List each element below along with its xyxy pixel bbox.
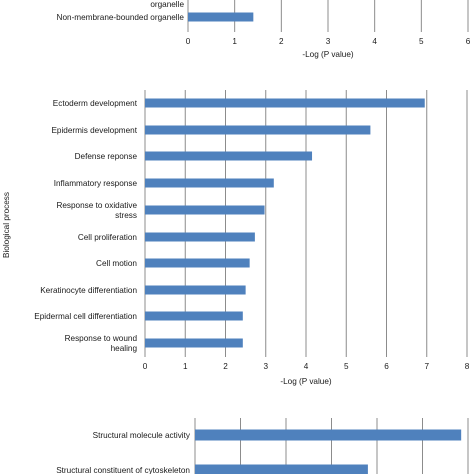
category-label: Inflammatory response (54, 179, 138, 188)
x-tick-label: 5 (344, 362, 349, 371)
category-label: Response to wound healing (65, 334, 138, 353)
category-label-line: Response to oxidative (56, 201, 137, 210)
category-label-line: Structural molecule activity (93, 431, 191, 440)
bar (145, 125, 371, 135)
panel-plot: Structural molecule activity Structural c… (56, 418, 469, 474)
x-tick-label: 0 (143, 362, 148, 371)
category-label-line: Cell motion (96, 259, 137, 268)
category-label-line: healing (111, 344, 138, 353)
bar (188, 12, 254, 22)
category-label: Epidermis development (51, 126, 137, 135)
x-tick-label: 4 (372, 37, 377, 46)
category-label-line: Epidermis development (51, 126, 137, 135)
category-label-line: Cell proliferation (78, 233, 138, 242)
category-label: Structural constituent of cytoskeleton (56, 466, 190, 474)
x-axis-label: -Log (P value) (280, 377, 332, 386)
bar (195, 464, 368, 474)
category-label: Defense reponse (75, 152, 138, 161)
category-label: Response to oxidative stress (56, 201, 137, 220)
chart-panel-1: organelle Non-membrane-bounded organelle 0… (57, 0, 471, 59)
category-label: Cell proliferation (78, 233, 138, 242)
x-tick-label: 2 (279, 37, 284, 46)
category-label-line: Defense reponse (75, 152, 138, 161)
category-label: Cell motion (96, 259, 137, 268)
bar (145, 338, 243, 348)
x-tick-label: 7 (424, 362, 429, 371)
x-axis-label: -Log (P value) (302, 50, 354, 59)
category-label-line: Epidermal cell differentiation (34, 312, 137, 321)
category-label-line: Keratinocyte differentiation (40, 286, 137, 295)
category-label-line: Inflammatory response (54, 179, 138, 188)
x-tick-label: 3 (263, 362, 268, 371)
category-label: Epidermal cell differentiation (34, 312, 137, 321)
category-label-line: Response to wound (65, 334, 138, 343)
x-tick-label: 3 (326, 37, 331, 46)
bar (145, 258, 250, 268)
bar (145, 205, 265, 215)
panel-plot: Ectoderm development Epidermis developmen… (2, 90, 470, 386)
bar (195, 429, 462, 441)
category-label-line: organelle (150, 0, 184, 9)
chart-panel-2: Ectoderm development Epidermis developmen… (2, 90, 470, 386)
category-label: Structural molecule activity (93, 431, 191, 440)
x-tick-label: 6 (384, 362, 389, 371)
bar (145, 178, 274, 188)
category-label-line: Non-membrane-bounded organelle (57, 13, 185, 22)
category-label: Keratinocyte differentiation (40, 286, 137, 295)
bar (145, 151, 313, 161)
x-tick-label: 1 (232, 37, 237, 46)
x-tick-label: 2 (223, 362, 228, 371)
category-label: Non-membrane-bounded organelle (57, 13, 185, 22)
bar (145, 285, 246, 295)
category-label-line: Structural constituent of cytoskeleton (56, 466, 190, 474)
x-tick-label: 1 (183, 362, 188, 371)
x-tick-label: 5 (419, 37, 424, 46)
bar (145, 232, 255, 242)
category-label-line: Ectoderm development (53, 99, 138, 108)
x-tick-label: 4 (304, 362, 309, 371)
category-label: Ectoderm development (53, 99, 138, 108)
bar (145, 98, 425, 108)
x-tick-label: 6 (466, 37, 471, 46)
panel-plot: organelle Non-membrane-bounded organelle 0… (57, 0, 471, 59)
x-tick-label: 0 (186, 37, 191, 46)
x-tick-label: 8 (465, 362, 470, 371)
chart-panel-3: Structural molecule activity Structural c… (56, 418, 469, 474)
y-axis-label: Biological process (2, 192, 11, 258)
bar (145, 311, 243, 321)
category-label-line: stress (115, 211, 137, 220)
category-label: organelle (150, 0, 184, 9)
